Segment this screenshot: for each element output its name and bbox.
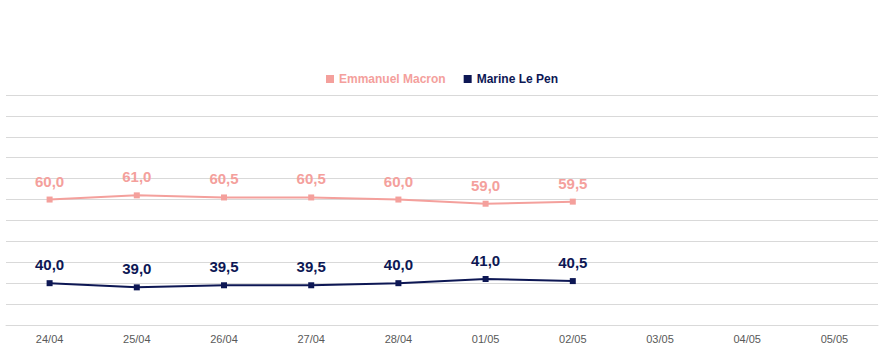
svg-text:Marine Le Pen: Marine Le Pen [477,72,558,86]
svg-text:61,0: 61,0 [122,168,151,185]
svg-text:26/04: 26/04 [210,333,238,345]
svg-text:41,0: 41,0 [471,252,500,269]
svg-text:01/05: 01/05 [472,333,500,345]
svg-text:39,0: 39,0 [122,260,151,277]
svg-text:03/05: 03/05 [646,333,674,345]
svg-text:60,5: 60,5 [297,170,326,187]
svg-text:59,5: 59,5 [558,175,587,192]
svg-text:60,0: 60,0 [384,173,413,190]
svg-text:59,0: 59,0 [471,177,500,194]
svg-text:40,5: 40,5 [558,254,587,271]
svg-text:39,5: 39,5 [209,258,238,275]
svg-text:Emmanuel Macron: Emmanuel Macron [339,72,446,86]
svg-text:27/04: 27/04 [297,333,325,345]
svg-text:05/05: 05/05 [821,333,849,345]
svg-text:24/04: 24/04 [36,333,64,345]
svg-text:25/04: 25/04 [123,333,151,345]
svg-text:60,0: 60,0 [35,173,64,190]
svg-text:39,5: 39,5 [297,258,326,275]
svg-text:02/05: 02/05 [559,333,587,345]
svg-text:40,0: 40,0 [35,256,64,273]
svg-text:40,0: 40,0 [384,256,413,273]
svg-text:60,5: 60,5 [209,170,238,187]
svg-text:28/04: 28/04 [385,333,413,345]
svg-text:04/05: 04/05 [733,333,761,345]
